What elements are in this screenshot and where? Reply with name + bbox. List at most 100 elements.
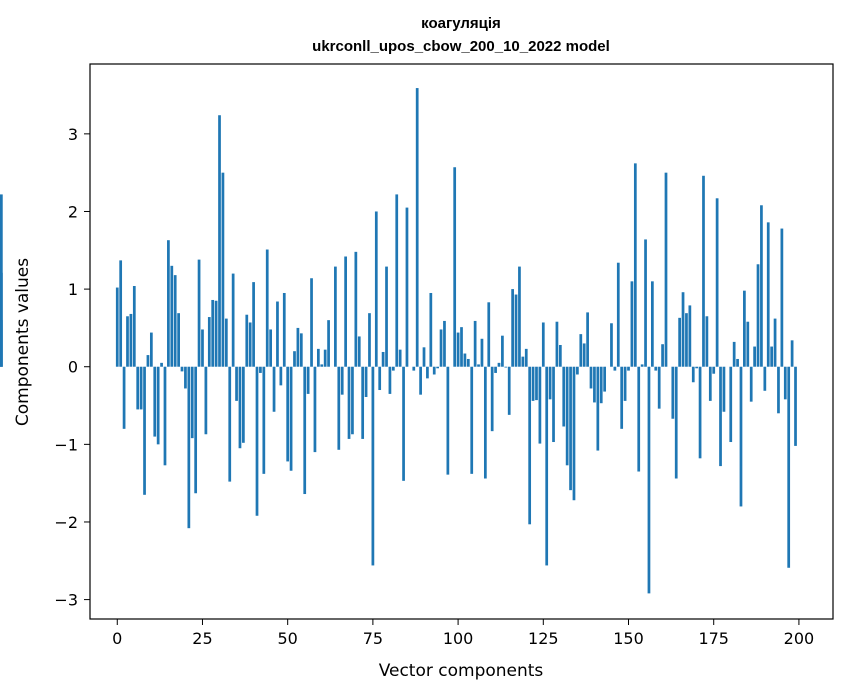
bar-21 bbox=[187, 366, 191, 529]
bar-39 bbox=[248, 322, 252, 367]
bar-20 bbox=[184, 366, 187, 389]
bar-34 bbox=[231, 273, 235, 367]
x-tick-label-125: 125 bbox=[528, 629, 559, 648]
bar-79 bbox=[385, 266, 388, 367]
bar-136 bbox=[579, 334, 583, 367]
bar-13 bbox=[160, 362, 163, 367]
y-tick-label--2: −2 bbox=[54, 513, 78, 532]
bar-175 bbox=[712, 366, 716, 374]
bar-38 bbox=[245, 314, 249, 367]
bar-61 bbox=[323, 349, 327, 367]
bar-18 bbox=[177, 313, 180, 367]
y-tick-label-0: 0 bbox=[68, 358, 78, 377]
bar-134 bbox=[572, 366, 576, 501]
bar-88 bbox=[415, 88, 419, 367]
bar-22 bbox=[190, 366, 194, 439]
bar-78 bbox=[381, 351, 385, 367]
bar-106 bbox=[477, 364, 480, 367]
bar-191 bbox=[766, 222, 770, 367]
y-tick-label--1: −1 bbox=[54, 435, 78, 454]
bar-93 bbox=[432, 366, 436, 375]
bar-69 bbox=[351, 366, 354, 435]
bar-2 bbox=[122, 366, 126, 429]
x-tick-label-200: 200 bbox=[784, 629, 815, 648]
bar-51 bbox=[289, 366, 293, 471]
bar-108 bbox=[483, 366, 487, 479]
bar-27 bbox=[207, 317, 211, 367]
bar-159 bbox=[657, 366, 661, 409]
bar-1 bbox=[119, 260, 123, 367]
bar-4 bbox=[129, 313, 133, 367]
x-tick-label-25: 25 bbox=[192, 629, 212, 648]
bar-110 bbox=[490, 366, 494, 432]
bar-122 bbox=[531, 366, 535, 401]
bar-176 bbox=[715, 198, 719, 367]
bar-109 bbox=[487, 302, 491, 367]
bar-156 bbox=[647, 366, 651, 594]
bar-85 bbox=[405, 207, 409, 367]
bar-31 bbox=[221, 172, 225, 367]
bar-82 bbox=[395, 194, 399, 367]
bar-150 bbox=[627, 366, 630, 371]
bar-70 bbox=[354, 251, 358, 367]
bar-60 bbox=[320, 364, 324, 367]
bar-111 bbox=[494, 366, 497, 373]
bar-173 bbox=[705, 316, 709, 367]
bar-5 bbox=[132, 286, 136, 367]
bar-157 bbox=[651, 281, 654, 367]
bar-37 bbox=[242, 366, 245, 443]
bar-28 bbox=[211, 299, 215, 367]
bar-186 bbox=[749, 366, 753, 402]
bar-97 bbox=[446, 366, 450, 475]
x-axis-label: Vector components bbox=[379, 661, 544, 681]
bar-174 bbox=[708, 366, 712, 401]
bar-90 bbox=[422, 347, 426, 367]
bar-53 bbox=[296, 327, 300, 367]
bar-11 bbox=[153, 366, 157, 437]
y-tick-label--3: −3 bbox=[54, 591, 78, 610]
x-tick-label-50: 50 bbox=[277, 629, 297, 648]
bar-195 bbox=[780, 228, 784, 367]
bar-50 bbox=[286, 366, 290, 462]
bar-73 bbox=[364, 366, 368, 397]
y-axis-ticks: −3 −2 −1 0 1 2 3 bbox=[54, 125, 90, 610]
bar-80 bbox=[388, 366, 392, 394]
bar-40 bbox=[252, 282, 255, 367]
bar-62 bbox=[327, 320, 330, 367]
bar-36 bbox=[238, 366, 242, 449]
bar-92 bbox=[429, 292, 433, 367]
bar-95 bbox=[439, 329, 443, 367]
bar-100 bbox=[456, 332, 460, 367]
bar-24 bbox=[197, 259, 201, 367]
bar-192 bbox=[770, 346, 774, 367]
bar-138 bbox=[586, 312, 589, 367]
bar-117 bbox=[514, 294, 518, 367]
bar-19 bbox=[180, 366, 184, 372]
bar-107 bbox=[480, 338, 484, 367]
bar-94 bbox=[436, 366, 440, 369]
bar-166 bbox=[681, 292, 685, 367]
bar-190 bbox=[763, 366, 767, 391]
bar-165 bbox=[678, 317, 681, 367]
bar-68 bbox=[347, 366, 351, 439]
bar-120 bbox=[524, 348, 528, 367]
chart-title: коагуляція bbox=[421, 15, 501, 32]
bar-131 bbox=[562, 366, 566, 427]
bar-141 bbox=[596, 366, 600, 451]
bar-10 bbox=[149, 332, 153, 367]
bar-115 bbox=[507, 366, 511, 415]
bar-154 bbox=[640, 364, 644, 367]
bar-167 bbox=[685, 313, 688, 367]
bar-140 bbox=[593, 366, 596, 403]
bar-130 bbox=[558, 344, 562, 367]
bar-26 bbox=[204, 366, 208, 435]
bar-132 bbox=[565, 366, 569, 466]
bar-181 bbox=[732, 341, 736, 367]
bar-30 bbox=[218, 115, 221, 367]
bar-196 bbox=[783, 366, 787, 400]
bar-41 bbox=[255, 366, 259, 516]
bar-102 bbox=[463, 353, 467, 367]
bar-103 bbox=[466, 358, 470, 367]
x-tick-label-175: 175 bbox=[698, 629, 729, 648]
bar-155 bbox=[644, 239, 647, 367]
